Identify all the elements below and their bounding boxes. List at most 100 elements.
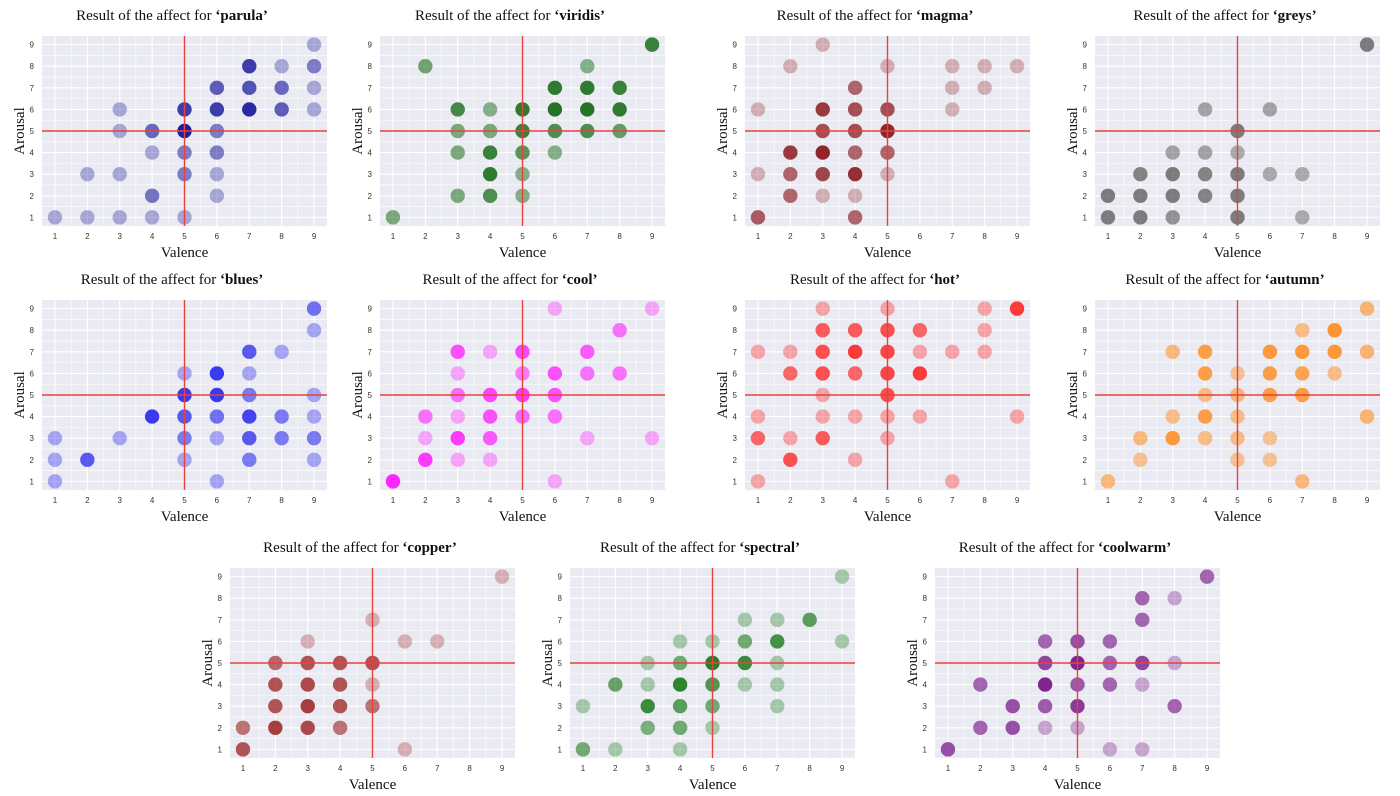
data-point [1197,166,1213,182]
data-point [912,409,928,424]
data-point [242,344,257,360]
x-tick-label: 8 [982,496,987,505]
chart-title-name: ‘cool’ [561,272,598,288]
data-point [612,102,627,117]
data-point [209,409,225,424]
x-tick-label: 7 [435,764,440,773]
data-point [1295,366,1310,381]
data-point [482,409,498,424]
data-point [750,430,766,446]
x-tick-label: 3 [306,764,311,773]
data-point [783,344,798,360]
data-point [750,344,766,360]
x-tick-label: 6 [553,496,558,505]
scatter-plot: 1 1 2 2 3 3 4 4 5 5 6 6 7 7 8 8 9 9 Valence Arousal [350,300,665,525]
data-point [815,430,830,446]
chart-panel-autumn: Result of the affect for ‘autumn’ 1 1 2 2 3 3 4… [1065,272,1385,528]
y-tick-label: 5 [30,391,35,400]
data-point [815,366,830,381]
data-point [547,301,563,316]
chart-title-prefix: Result of the affect for [263,540,403,556]
data-point [1009,409,1025,424]
y-tick-label: 4 [1083,149,1088,158]
chart-panel-viridis: Result of the affect for ‘viridis’ 1 1 2 2 3 3… [350,8,670,264]
data-point [144,210,160,225]
data-point [1197,344,1213,360]
data-point [306,430,322,446]
data-point [815,102,830,117]
data-point [945,80,960,96]
data-point [1102,677,1118,692]
data-point [418,409,433,424]
y-tick-label: 7 [30,84,35,93]
x-tick-label: 3 [456,232,461,241]
y-axis-label: Arousal [715,107,731,155]
data-point [450,452,465,467]
data-point [1100,474,1116,489]
scatter-plot: 1 1 2 2 3 3 4 4 5 5 6 6 7 7 8 8 9 9 Valence Arousal [715,36,1030,261]
y-tick-label: 8 [1083,62,1088,71]
data-point [1133,210,1148,225]
data-point [912,366,928,381]
data-point [300,677,315,692]
y-tick-label: 5 [733,127,738,136]
x-axis-label: Valence [499,245,547,261]
y-tick-label: 6 [1083,105,1088,114]
y-tick-label: 9 [733,305,738,314]
data-point [1165,145,1180,160]
x-tick-label: 8 [982,232,987,241]
y-tick-label: 9 [30,305,35,314]
y-tick-label: 1 [1083,477,1088,486]
data-point [1009,301,1025,316]
y-tick-label: 2 [558,724,563,733]
x-tick-label: 8 [1172,764,1177,773]
data-point [1327,344,1342,360]
data-point [737,677,753,692]
x-tick-label: 9 [1015,232,1020,241]
y-tick-label: 6 [733,105,738,114]
data-point [306,409,322,424]
x-tick-label: 3 [821,496,826,505]
data-point [1133,188,1148,203]
data-point [482,344,498,360]
x-tick-label: 5 [1075,764,1080,773]
y-axis-label: Arousal [1065,107,1081,155]
y-tick-label: 3 [733,170,738,179]
data-point [1135,591,1150,606]
data-point [209,430,225,446]
y-axis-label: Arousal [12,371,28,419]
data-point [672,698,688,714]
data-point [385,474,401,489]
chart-title-name: ‘spectral’ [739,540,801,556]
data-point [397,634,413,649]
data-point [608,677,623,692]
y-axis-label: Arousal [905,639,921,687]
y-tick-label: 7 [733,348,738,357]
y-tick-label: 7 [733,84,738,93]
y-tick-label: 3 [30,434,35,443]
x-tick-label: 8 [807,764,812,773]
data-point [783,166,798,182]
y-tick-label: 4 [923,681,928,690]
data-point [977,323,992,338]
x-tick-label: 9 [312,496,317,505]
data-point [1037,677,1053,692]
data-point [977,344,992,360]
data-point [815,145,830,160]
data-point [47,474,63,489]
y-tick-label: 9 [368,305,373,314]
x-tick-label: 1 [241,764,246,773]
data-point [640,677,655,692]
y-tick-label: 6 [30,369,35,378]
y-tick-label: 7 [923,616,928,625]
y-tick-label: 7 [368,84,373,93]
data-point [770,698,785,714]
data-point [144,188,160,203]
chart-title-name: ‘magma’ [915,8,974,24]
data-point [1262,430,1278,446]
chart-title: Result of the affect for ‘viridis’ [350,8,670,25]
data-point [580,366,595,381]
x-tick-label: 5 [520,232,525,241]
x-tick-label: 7 [585,496,590,505]
y-tick-label: 1 [733,213,738,222]
